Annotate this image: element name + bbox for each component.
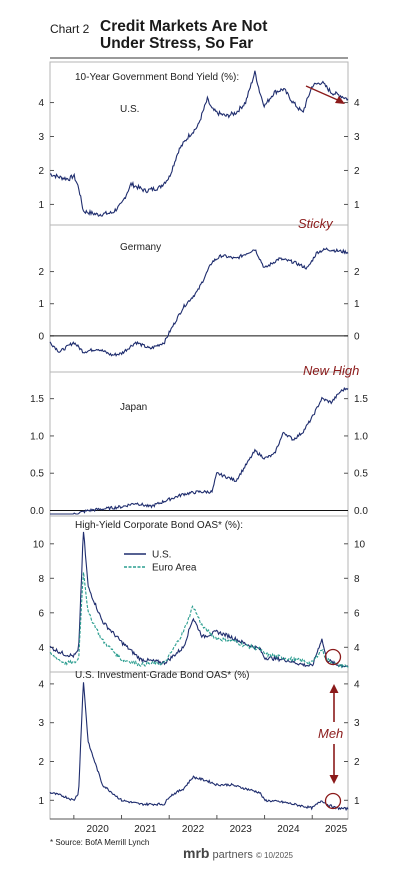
y-tick-label-left: 10 [33, 539, 45, 550]
y-tick-label-right: 0 [354, 331, 360, 342]
legend-label-us: U.S. [152, 550, 171, 561]
highlight-circle-hy [324, 648, 342, 666]
x-tick-label: 2022 [182, 824, 205, 835]
brand-logo: mrb partners © 10/2025 [183, 845, 293, 861]
y-tick-label-right: 1 [354, 299, 360, 310]
y-tick-label-left: 6 [38, 608, 44, 619]
series-line-us [49, 247, 349, 357]
y-tick-label-left: 1 [38, 299, 44, 310]
y-tick-label-left: 3 [38, 718, 44, 729]
annotation-arrowhead [335, 96, 345, 104]
y-tick-label-left: 0 [38, 331, 44, 342]
x-tick-label: 2024 [277, 824, 300, 835]
y-tick-label-right: 2 [354, 757, 360, 768]
y-tick-label-left: 0.0 [30, 506, 44, 517]
title-divider [50, 57, 348, 59]
y-tick-label-right: 4 [354, 643, 360, 654]
y-tick-label-left: 4 [38, 643, 44, 654]
series-line-us [49, 682, 349, 812]
panel-title: U.S. Investment-Grade Bond OAS* (%) [75, 670, 250, 681]
y-tick-label-left: 2 [38, 166, 44, 177]
y-tick-label-right: 0.5 [354, 469, 368, 480]
annotation-text: New High [303, 363, 359, 378]
title-line-1: Credit Markets Are Not [100, 18, 268, 35]
x-tick-label: 2020 [87, 824, 110, 835]
y-tick-label-left: 1.5 [30, 394, 44, 405]
y-tick-label-right: 2 [354, 267, 360, 278]
chart-number: Chart 2 [50, 22, 90, 36]
annotation-text: Meh [318, 726, 343, 741]
panel-label: Germany [120, 242, 161, 253]
y-tick-label-left: 3 [38, 132, 44, 143]
y-tick-label-left: 1 [38, 796, 44, 807]
y-tick-label-right: 2 [354, 166, 360, 177]
y-tick-label-left: 4 [38, 679, 44, 690]
y-tick-label-left: 4 [38, 98, 44, 109]
highlight-circle-ig [324, 792, 342, 810]
y-tick-label-right: 6 [354, 608, 360, 619]
y-tick-label-right: 3 [354, 132, 360, 143]
panel-title: 10-Year Government Bond Yield (%): [75, 72, 239, 83]
x-tick-label: 2025 [325, 824, 348, 835]
series-line-us [50, 70, 349, 217]
legend-label-euro: Euro Area [152, 563, 197, 574]
panel-title: High-Yield Corporate Bond OAS* (%): [75, 520, 243, 531]
chart-header: Chart 2 Credit Markets Are Not Under Str… [0, 0, 402, 60]
series-line-euro-area [49, 572, 349, 669]
brand-name: mrb [183, 845, 210, 861]
y-tick-label-left: 1.0 [30, 431, 44, 442]
plot-frame [49, 61, 349, 820]
y-tick-label-left: 0.5 [30, 469, 44, 480]
annotation-text: Sticky [298, 216, 334, 231]
source-note: * Source: BofA Merrill Lynch [50, 838, 150, 847]
y-tick-label-right: 1.0 [354, 431, 368, 442]
x-tick-label: 2023 [230, 824, 253, 835]
y-tick-label-right: 1 [354, 796, 360, 807]
meh-arrowhead-up [329, 684, 339, 693]
y-tick-label-right: 1.5 [354, 394, 368, 405]
series-line-us [50, 386, 349, 515]
y-tick-label-left: 2 [38, 267, 44, 278]
y-tick-label-right: 3 [354, 718, 360, 729]
x-tick-label: 2021 [134, 824, 157, 835]
y-tick-label-right: 10 [354, 539, 366, 550]
y-tick-label-left: 2 [38, 757, 44, 768]
panel-label: U.S. [120, 104, 139, 115]
panel-label: Japan [120, 402, 147, 413]
y-tick-label-right: 4 [354, 98, 360, 109]
y-tick-label-right: 4 [354, 679, 360, 690]
y-tick-label-left: 8 [38, 574, 44, 585]
brand-rest: partners [209, 849, 253, 861]
y-tick-label-left: 1 [38, 200, 44, 211]
series-line-u-s- [49, 531, 349, 668]
brand-date: © 10/2025 [255, 851, 293, 860]
y-tick-label-right: 1 [354, 200, 360, 211]
annotation-arrow [305, 85, 341, 102]
title-line-2: Under Stress, So Far [100, 35, 254, 52]
y-tick-label-right: 0.0 [354, 506, 368, 517]
page-title: Credit Markets Are Not Under Stress, So … [100, 18, 267, 52]
y-tick-label-right: 8 [354, 574, 360, 585]
meh-arrowhead-down [329, 775, 339, 784]
